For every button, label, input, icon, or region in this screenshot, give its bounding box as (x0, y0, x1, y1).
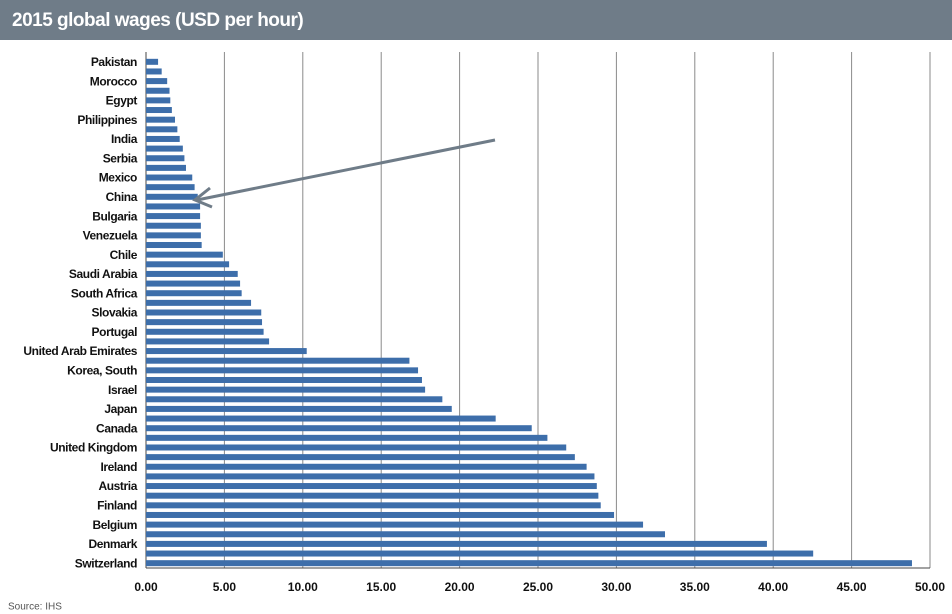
bar (146, 193, 198, 200)
x-tick-label: 5.00 (213, 580, 237, 594)
bar (146, 463, 587, 470)
x-tick-label: 15.00 (366, 580, 396, 594)
bar (146, 299, 252, 306)
x-tick-label: 35.00 (680, 580, 710, 594)
plot-area: 0.00 5.00 10.00 15.00 20.00 25.00 30.00 35.00 40… (23, 52, 945, 594)
bar (146, 511, 615, 518)
bar (146, 444, 567, 451)
bar (146, 87, 170, 94)
y-tick-label: Belgium (92, 518, 137, 532)
bar (146, 145, 183, 152)
y-tick-label: Slovakia (92, 306, 138, 320)
bar (146, 203, 201, 210)
source-note: Source: IHS (8, 602, 62, 613)
bar (146, 502, 601, 509)
bar (146, 97, 171, 104)
x-tick-label: 0.00 (134, 580, 158, 594)
bar (146, 116, 176, 123)
x-tick-label: 40.00 (758, 580, 788, 594)
bar (146, 251, 223, 258)
chart-title: 2015 global wages (USD per hour) (12, 10, 303, 31)
bar (146, 521, 644, 528)
bar (146, 58, 159, 65)
y-tick-label: India (111, 132, 138, 146)
bar (146, 550, 814, 557)
y-tick-label: Serbia (103, 151, 138, 165)
bar (146, 290, 242, 297)
y-tick-label: Chile (110, 248, 138, 262)
bar (146, 348, 307, 355)
bar (146, 135, 180, 142)
bar (146, 270, 238, 277)
y-tick-label: Finland (97, 499, 137, 513)
y-tick-label: Denmark (88, 537, 137, 551)
bar (146, 425, 532, 432)
bar (146, 232, 201, 239)
y-tick-label: Ireland (100, 460, 137, 474)
bar (146, 319, 263, 326)
y-tick-label: Pakistan (91, 55, 137, 69)
bar (146, 396, 443, 403)
bar (146, 405, 452, 412)
y-tick-label: United Arab Emirates (23, 344, 137, 358)
annotation-arrow (196, 138, 496, 202)
y-tick-label: Israel (108, 383, 137, 397)
bar (146, 531, 666, 538)
bar (146, 386, 426, 393)
bar (146, 434, 548, 441)
y-tick-label: South Africa (71, 286, 138, 300)
y-tick-label: Austria (98, 479, 137, 493)
y-tick-label: United Kingdom (50, 441, 137, 455)
y-tick-label: Switzerland (75, 556, 137, 570)
y-tick-label: Bulgaria (92, 209, 138, 223)
y-tick-label: Morocco (90, 74, 137, 88)
bar (146, 126, 178, 133)
bar (146, 155, 185, 162)
annotation-arrowhead (192, 186, 213, 209)
bar (146, 280, 241, 287)
bar (146, 174, 193, 181)
bar (146, 367, 419, 374)
bar (146, 338, 270, 345)
x-tick-label: 30.00 (601, 580, 631, 594)
bar (146, 261, 230, 268)
bar (146, 222, 201, 229)
bar (146, 540, 767, 547)
bar (146, 454, 575, 461)
bar (146, 483, 597, 490)
y-tick-label: Mexico (99, 171, 137, 185)
bar (146, 78, 168, 85)
bar (146, 107, 172, 114)
bar (146, 184, 195, 191)
y-tick-label: China (106, 190, 138, 204)
bar (146, 309, 262, 316)
bar (146, 213, 201, 220)
y-tick-label: Canada (96, 421, 138, 435)
bar (146, 242, 202, 249)
bar (146, 328, 264, 335)
bar (146, 473, 595, 480)
x-tick-label: 10.00 (288, 580, 318, 594)
bar (146, 376, 422, 383)
y-tick-label: Philippines (77, 113, 137, 127)
x-tick-label: 20.00 (445, 580, 475, 594)
x-tick-label: 25.00 (523, 580, 553, 594)
y-tick-label: Saudi Arabia (69, 267, 138, 281)
y-tick-label: Venezuela (83, 229, 138, 243)
y-tick-label: Japan (104, 402, 137, 416)
bar (146, 560, 912, 567)
x-tick-label: 45.00 (837, 580, 867, 594)
y-tick-label: Egypt (106, 94, 138, 108)
x-tick-label: 50.00 (915, 580, 945, 594)
bar (146, 415, 496, 422)
bar (146, 357, 410, 364)
bar (146, 492, 599, 499)
title-bar (0, 0, 952, 40)
bar (146, 68, 162, 75)
y-tick-label: Korea, South (67, 364, 137, 378)
bar (146, 164, 186, 171)
y-tick-label: Portugal (92, 325, 138, 339)
